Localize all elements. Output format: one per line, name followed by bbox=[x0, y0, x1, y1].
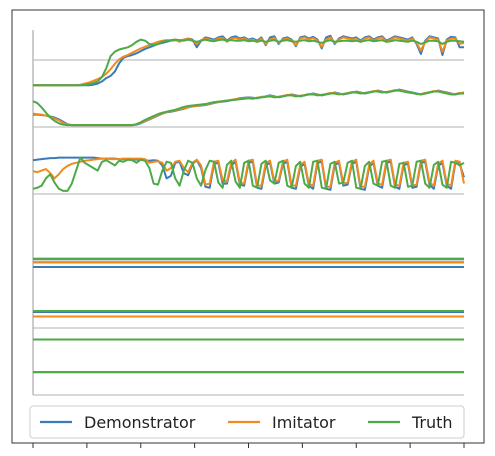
series-line-panel1-truth bbox=[33, 38, 465, 87]
x-tick-layer bbox=[32, 443, 465, 448]
grid-layer bbox=[32, 30, 464, 396]
legend-label-truth: Truth bbox=[411, 413, 453, 432]
series-line-panel2-imitator bbox=[32, 89, 464, 127]
legend-label-imitator: Imitator bbox=[272, 413, 336, 432]
series-line-panel2-demonstrator bbox=[33, 88, 465, 127]
series-layer bbox=[32, 34, 465, 374]
legend-label-demonstrator: Demonstrator bbox=[84, 413, 196, 432]
legend: Demonstrator Imitator Truth bbox=[29, 405, 465, 439]
chart-frame bbox=[11, 9, 485, 444]
series-line-panel2-truth bbox=[32, 89, 464, 127]
series-line-panel3-truth bbox=[32, 156, 465, 192]
series-line-panel1-imitator bbox=[33, 36, 465, 87]
